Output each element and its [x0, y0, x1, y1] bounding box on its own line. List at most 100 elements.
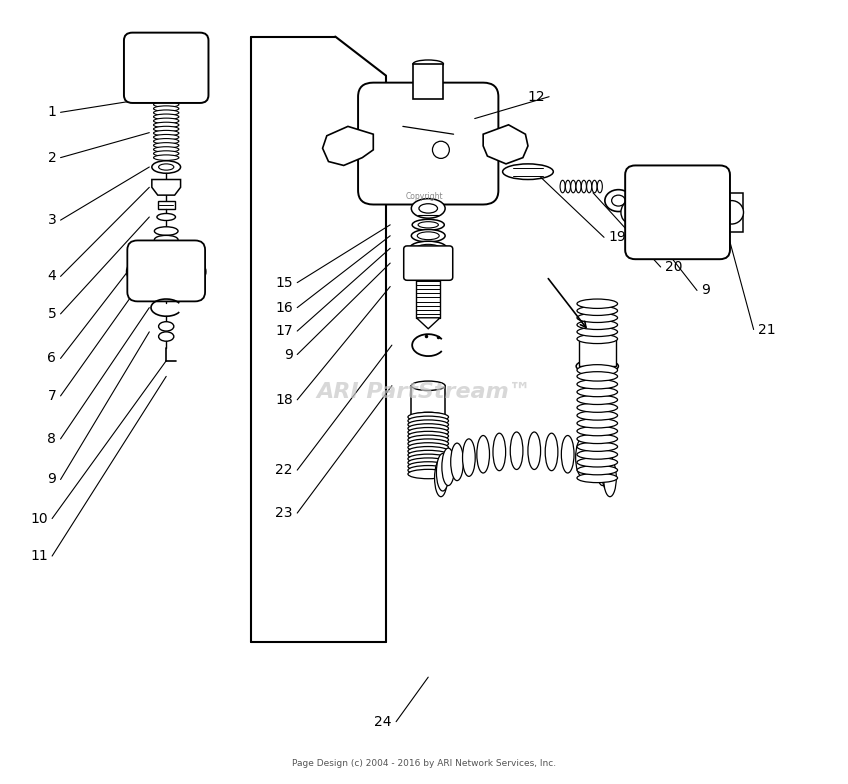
Ellipse shape — [545, 434, 558, 470]
Ellipse shape — [588, 443, 600, 481]
Ellipse shape — [560, 180, 565, 193]
Text: Copyright: Copyright — [405, 192, 443, 201]
Ellipse shape — [153, 143, 179, 148]
Text: 17: 17 — [276, 324, 293, 338]
Ellipse shape — [577, 365, 617, 376]
Text: 23: 23 — [276, 506, 293, 520]
Ellipse shape — [153, 151, 179, 156]
Text: 22: 22 — [276, 463, 293, 477]
FancyBboxPatch shape — [358, 82, 499, 205]
Ellipse shape — [126, 263, 142, 281]
Ellipse shape — [408, 470, 449, 479]
Ellipse shape — [720, 201, 744, 224]
Ellipse shape — [159, 164, 174, 170]
Ellipse shape — [408, 431, 449, 441]
Ellipse shape — [577, 379, 617, 389]
Ellipse shape — [411, 230, 445, 242]
Polygon shape — [152, 180, 181, 195]
Ellipse shape — [577, 313, 617, 322]
Text: 15: 15 — [276, 276, 293, 289]
Text: 9: 9 — [701, 284, 710, 297]
Ellipse shape — [157, 213, 176, 220]
FancyBboxPatch shape — [404, 246, 453, 281]
Ellipse shape — [602, 453, 615, 491]
Text: 9: 9 — [47, 473, 56, 487]
Ellipse shape — [577, 442, 617, 452]
Polygon shape — [322, 126, 373, 165]
Ellipse shape — [493, 434, 505, 470]
Ellipse shape — [577, 458, 617, 467]
Ellipse shape — [621, 202, 636, 223]
Ellipse shape — [411, 412, 445, 422]
Ellipse shape — [416, 245, 440, 252]
Ellipse shape — [477, 435, 489, 473]
Bar — [720, 193, 744, 232]
Ellipse shape — [408, 450, 449, 459]
Ellipse shape — [408, 412, 449, 422]
Ellipse shape — [577, 395, 617, 405]
Ellipse shape — [153, 122, 179, 128]
Ellipse shape — [408, 435, 449, 445]
Ellipse shape — [153, 139, 179, 144]
Ellipse shape — [432, 141, 449, 158]
Text: 12: 12 — [527, 89, 545, 103]
Text: 6: 6 — [47, 351, 56, 365]
Ellipse shape — [153, 126, 179, 132]
Ellipse shape — [153, 135, 179, 140]
Ellipse shape — [153, 118, 179, 124]
Ellipse shape — [576, 180, 581, 193]
Ellipse shape — [577, 299, 617, 308]
Text: 3: 3 — [47, 213, 56, 227]
Ellipse shape — [408, 458, 449, 467]
Polygon shape — [483, 125, 528, 164]
Ellipse shape — [412, 220, 444, 230]
Ellipse shape — [587, 180, 592, 193]
Ellipse shape — [577, 387, 617, 397]
Ellipse shape — [503, 164, 553, 180]
Text: Page Design (c) 2004 - 2016 by ARI Network Services, Inc.: Page Design (c) 2004 - 2016 by ARI Netwo… — [292, 759, 556, 768]
Bar — [158, 201, 175, 209]
Ellipse shape — [408, 427, 449, 437]
Ellipse shape — [577, 426, 617, 436]
Bar — [413, 64, 444, 99]
Ellipse shape — [576, 439, 589, 477]
Ellipse shape — [577, 434, 617, 444]
Text: 10: 10 — [31, 511, 47, 525]
Ellipse shape — [408, 466, 449, 475]
Ellipse shape — [408, 447, 449, 456]
Text: 2: 2 — [47, 151, 56, 165]
Ellipse shape — [410, 241, 447, 256]
Ellipse shape — [153, 147, 179, 152]
Ellipse shape — [413, 60, 444, 67]
Polygon shape — [416, 318, 440, 328]
Ellipse shape — [561, 435, 574, 473]
Ellipse shape — [437, 453, 449, 491]
Bar — [411, 386, 445, 417]
Text: ARI PartStream™: ARI PartStream™ — [316, 382, 532, 402]
Ellipse shape — [611, 195, 625, 206]
Text: 4: 4 — [47, 270, 56, 283]
Ellipse shape — [411, 198, 445, 218]
Ellipse shape — [577, 327, 617, 336]
Ellipse shape — [157, 95, 176, 101]
Ellipse shape — [153, 130, 179, 136]
Ellipse shape — [597, 180, 602, 193]
Ellipse shape — [442, 448, 455, 485]
Ellipse shape — [408, 443, 449, 452]
Ellipse shape — [154, 235, 178, 244]
Ellipse shape — [419, 204, 438, 213]
Ellipse shape — [577, 411, 617, 420]
Ellipse shape — [154, 227, 178, 235]
Ellipse shape — [510, 432, 523, 470]
Text: 5: 5 — [47, 307, 56, 321]
Ellipse shape — [577, 466, 617, 475]
Text: 7: 7 — [47, 389, 56, 403]
Ellipse shape — [592, 180, 597, 193]
Ellipse shape — [450, 443, 463, 481]
FancyBboxPatch shape — [127, 241, 205, 301]
Text: 8: 8 — [47, 432, 56, 446]
Ellipse shape — [577, 320, 617, 329]
Ellipse shape — [418, 222, 438, 228]
Ellipse shape — [596, 448, 609, 485]
Ellipse shape — [577, 403, 617, 412]
